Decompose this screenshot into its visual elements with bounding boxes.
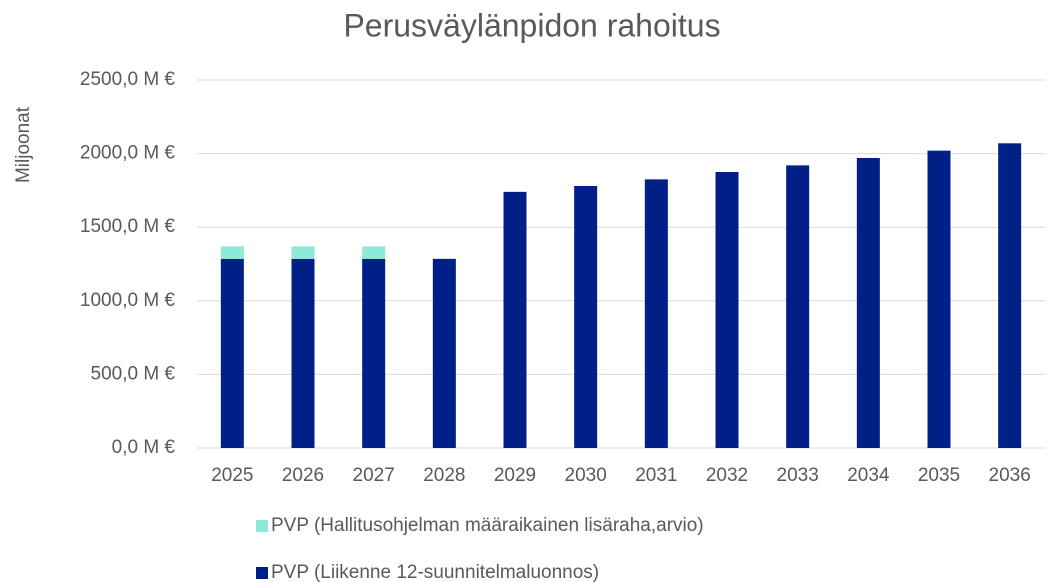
bar-segment xyxy=(362,258,386,448)
bar-segment xyxy=(786,165,810,448)
legend-label: PVP (Hallitusohjelman määraikainen lisär… xyxy=(271,515,704,536)
x-tick-label: 2030 xyxy=(565,465,607,486)
x-tick-label: 2033 xyxy=(777,465,819,486)
bar-segment xyxy=(644,179,668,449)
legend-swatch xyxy=(256,567,268,579)
bar-segment xyxy=(856,158,880,449)
x-tick-label: 2025 xyxy=(211,465,253,486)
x-tick-label: 2036 xyxy=(989,465,1031,486)
x-tick-label: 2029 xyxy=(494,465,536,486)
y-axis-label: Miljoonat xyxy=(13,106,34,183)
bar-segment xyxy=(503,191,527,448)
y-tick-label: 500,0 M € xyxy=(91,363,176,384)
bar-segment xyxy=(998,143,1022,448)
bar-segment xyxy=(362,246,386,259)
x-tick-label: 2028 xyxy=(423,465,465,486)
bar-segment xyxy=(927,150,951,448)
bar-segment xyxy=(574,185,598,448)
x-tick-label: 2032 xyxy=(706,465,748,486)
x-tick-label: 2026 xyxy=(282,465,324,486)
bar-segment xyxy=(715,172,739,448)
bar-segment xyxy=(291,246,315,259)
y-tick-label: 1500,0 M € xyxy=(80,216,175,237)
bar-segment xyxy=(220,246,244,259)
legend-label: PVP (Liikenne 12-suunnitelmaluonnos) xyxy=(271,562,599,582)
legend-swatch xyxy=(256,520,268,532)
bar-segment xyxy=(291,258,315,448)
y-tick-label: 0,0 M € xyxy=(112,437,176,458)
x-tick-label: 2034 xyxy=(847,465,890,486)
x-tick-label: 2027 xyxy=(353,465,395,486)
x-tick-label: 2031 xyxy=(635,465,677,486)
y-tick-label: 1000,0 M € xyxy=(80,290,175,311)
y-tick-label: 2000,0 M € xyxy=(80,143,175,164)
bar-segment xyxy=(220,258,244,448)
x-tick-label: 2035 xyxy=(918,465,960,486)
bar-segment xyxy=(432,258,456,448)
chart-title: Perusväylänpidon rahoitus xyxy=(343,7,720,43)
y-tick-label: 2500,0 M € xyxy=(80,69,175,90)
